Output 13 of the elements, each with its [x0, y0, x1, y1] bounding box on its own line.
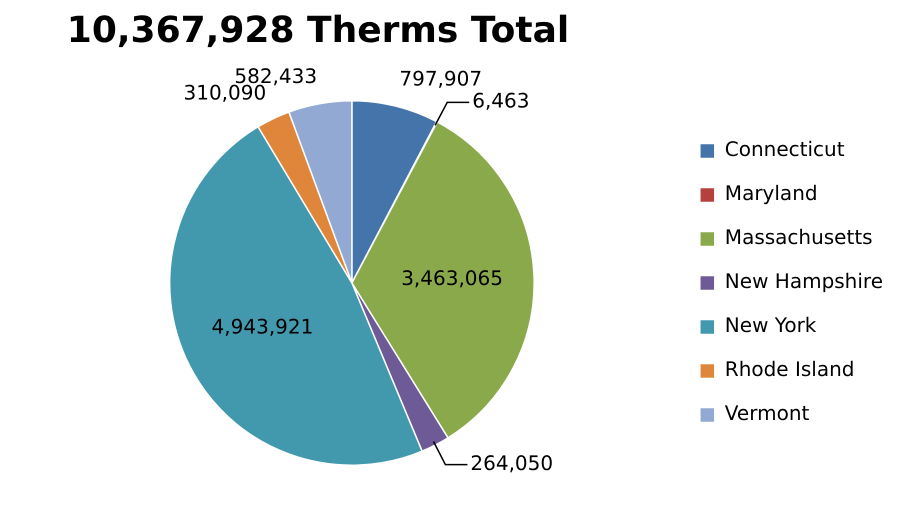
- data-label: 4,943,921: [212, 314, 314, 338]
- legend-label: New Hampshire: [724, 269, 884, 294]
- chart-title: 10,367,928 Therms Total: [66, 10, 570, 51]
- legend-label: Maryland: [724, 181, 818, 206]
- data-label: 264,050: [470, 450, 554, 475]
- legend-label: New York: [724, 313, 817, 338]
- data-label: 6,463: [472, 88, 530, 113]
- legend-label: Connecticut: [724, 137, 845, 162]
- data-label: 3,463,065: [401, 266, 503, 290]
- data-label: 797,907: [399, 66, 482, 91]
- legend-label: Rhode Island: [724, 357, 854, 382]
- legend-label: Massachusetts: [724, 225, 873, 250]
- legend-label: Vermont: [724, 401, 810, 426]
